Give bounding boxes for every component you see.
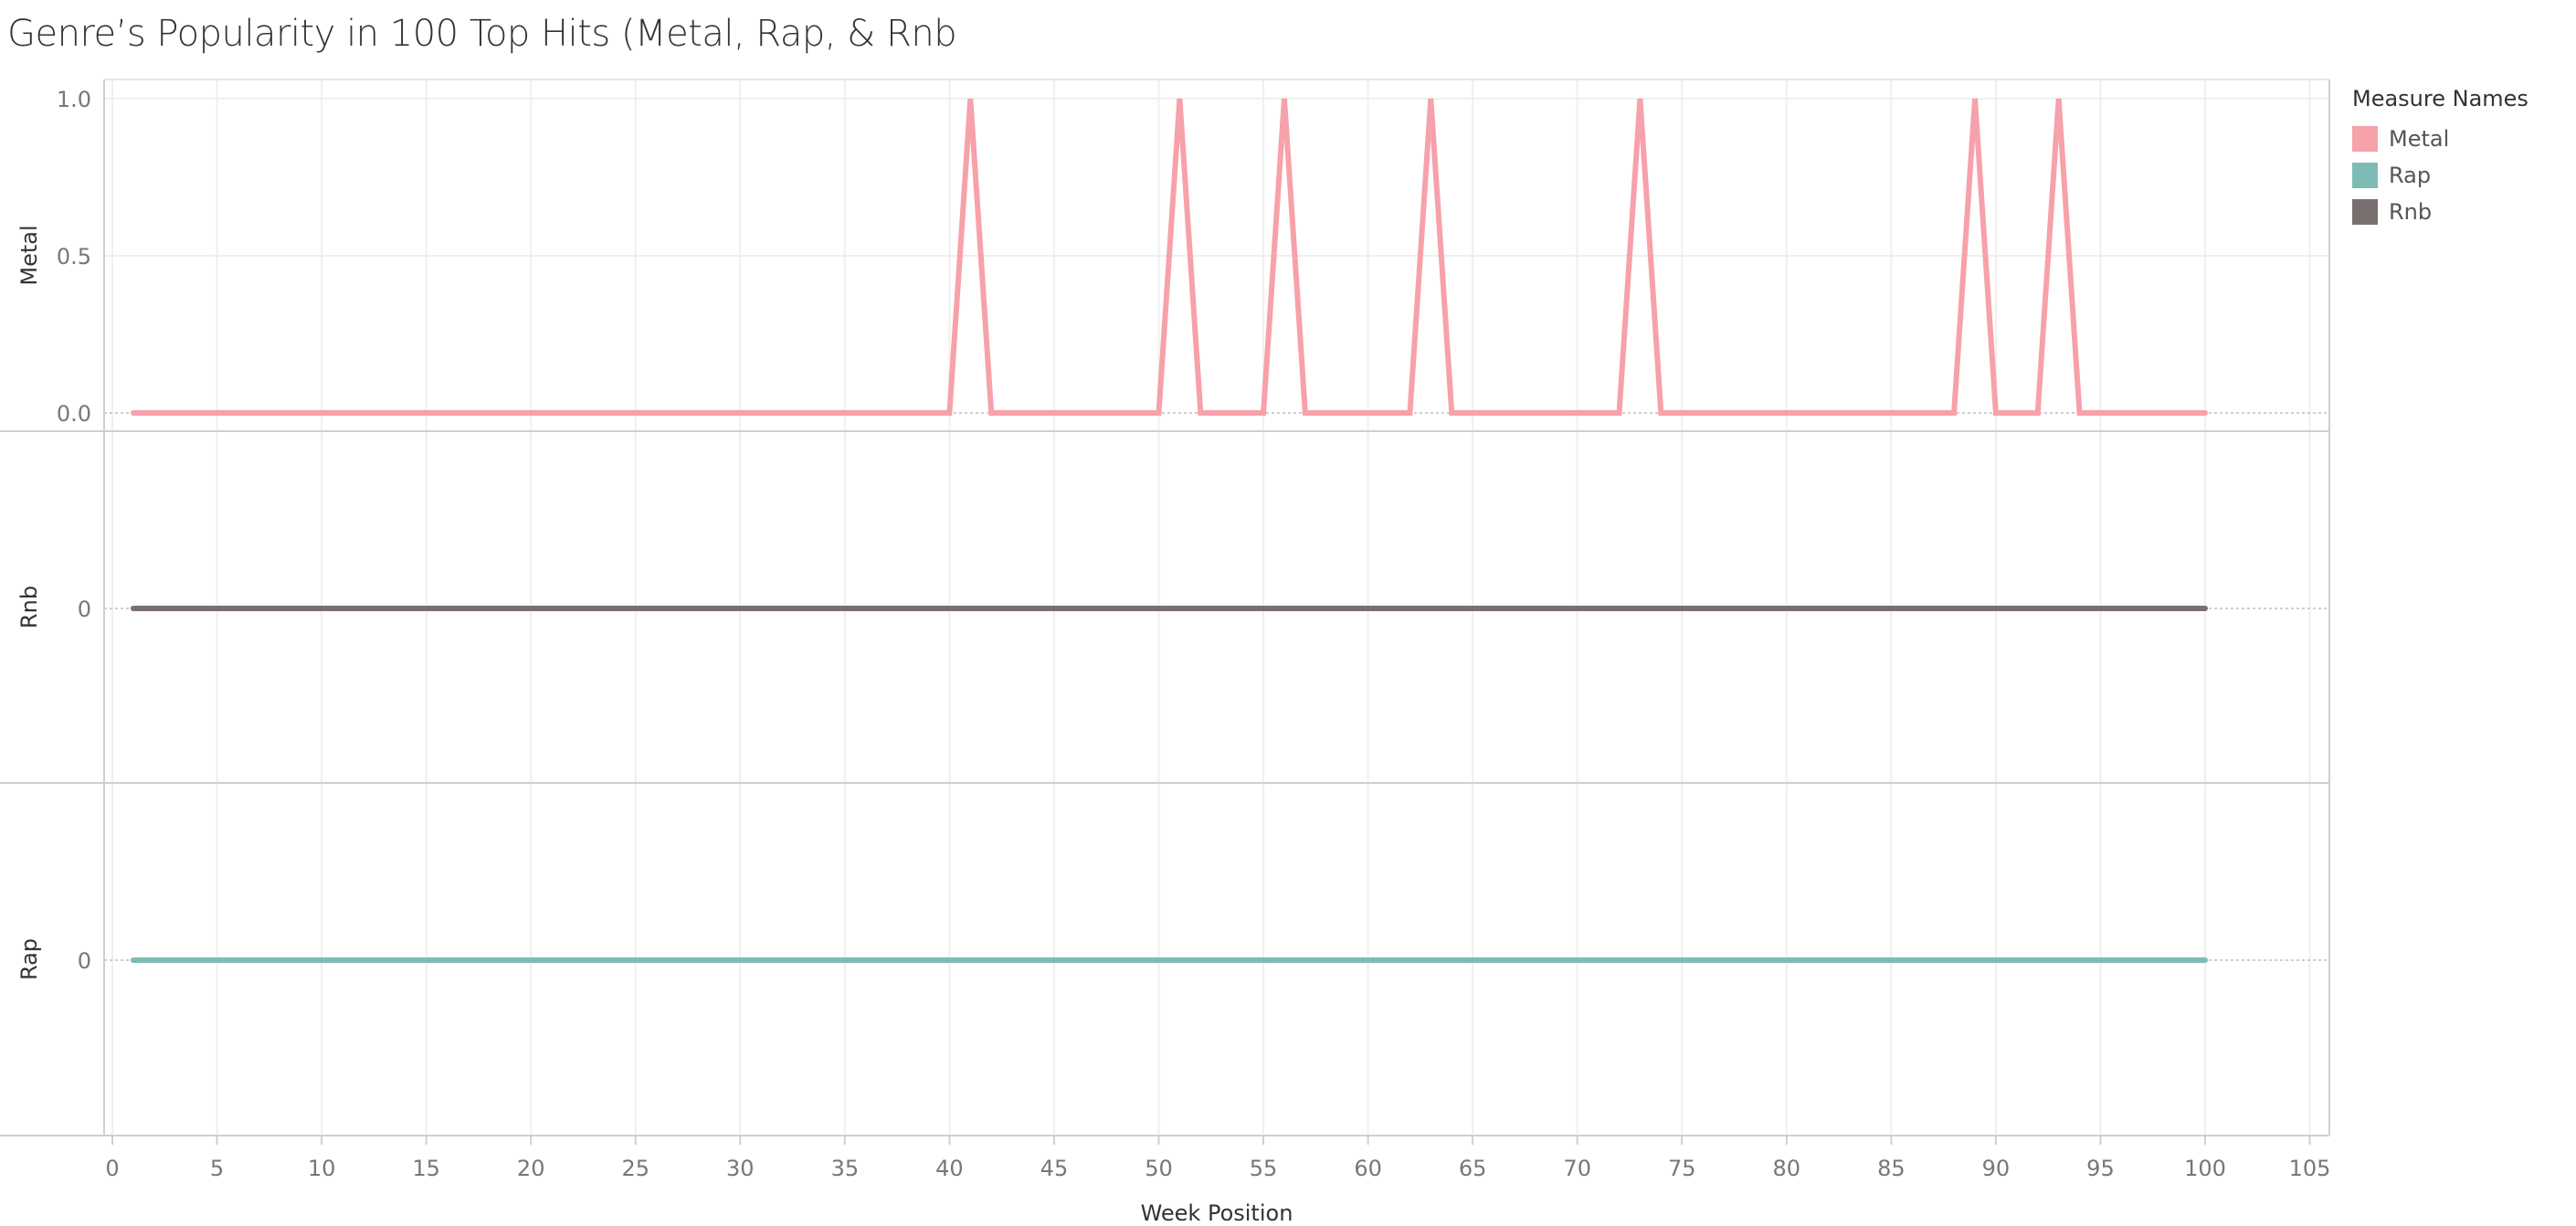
x-tick-label: 5 [210,1156,224,1181]
y-tick-label: 1.0 [57,87,91,112]
y-axis-label: Metal [16,225,42,285]
legend-swatch-metal [2352,126,2378,152]
x-tick-label: 85 [1877,1156,1906,1181]
legend-item-rnb[interactable]: Rnb [2352,194,2528,230]
x-axis-label: Week Position [1141,1200,1293,1226]
x-tick-label: 15 [412,1156,440,1181]
x-tick-label: 50 [1145,1156,1173,1181]
legend-title: Measure Names [2352,86,2528,111]
legend-swatch-rap [2352,163,2378,188]
x-tick-label: 25 [621,1156,649,1181]
x-tick-label: 45 [1040,1156,1069,1181]
x-tick-label: 100 [2184,1156,2226,1181]
x-tick-label: 65 [1459,1156,1487,1181]
x-tick-label: 30 [726,1156,755,1181]
legend-item-metal[interactable]: Metal [2352,121,2528,157]
x-tick-label: 20 [517,1156,545,1181]
x-tick-label: 105 [2289,1156,2331,1181]
legend-swatch-rnb [2352,199,2378,225]
x-tick-label: 60 [1354,1156,1382,1181]
y-tick-label: 0 [78,948,91,974]
x-tick-label: 0 [105,1156,119,1181]
x-tick-label: 35 [831,1156,860,1181]
y-tick-label: 0.0 [57,401,91,427]
legend-item-rap[interactable]: Rap [2352,157,2528,194]
x-tick-label: 10 [308,1156,336,1181]
series-line-metal [130,98,2208,416]
x-tick-label: 75 [1668,1156,1696,1181]
x-tick-label: 80 [1773,1156,1801,1181]
legend: Measure Names Metal Rap Rnb [2352,86,2528,230]
legend-label-rap: Rap [2389,163,2432,188]
x-tick-label: 55 [1250,1156,1278,1181]
x-tick-label: 70 [1563,1156,1591,1181]
legend-label-metal: Metal [2389,126,2450,152]
chart-title: Genre’s Popularity in 100 Top Hits (Meta… [7,13,957,55]
y-tick-label: 0.5 [57,244,91,270]
x-tick-label: 95 [2086,1156,2115,1181]
y-axis-label: Rap [16,938,42,980]
legend-label-rnb: Rnb [2389,199,2433,225]
y-axis-label: Rnb [16,586,42,629]
x-tick-label: 90 [1982,1156,2011,1181]
y-tick-label: 0 [78,597,91,622]
x-tick-label: 40 [935,1156,964,1181]
